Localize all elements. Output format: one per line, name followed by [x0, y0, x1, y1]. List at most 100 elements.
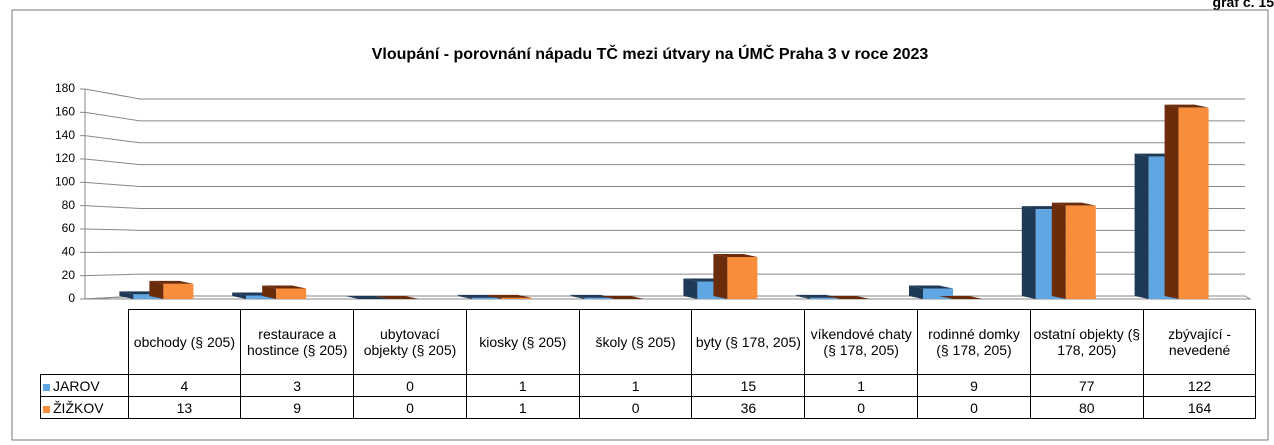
bar-side [1134, 153, 1149, 299]
value-cell: 9 [240, 396, 355, 419]
category-label: ubytovací objekty (§ 205) [353, 309, 467, 375]
y-tick-label: 140 [55, 128, 75, 142]
y-tick-label: 80 [62, 198, 76, 212]
bar-side [487, 294, 502, 299]
value-cell: 4 [127, 374, 242, 397]
category-label: kiosky (§ 205) [465, 309, 580, 375]
legend-key [43, 405, 50, 413]
bar-top [149, 280, 194, 284]
bar [262, 285, 307, 299]
bar [149, 280, 194, 299]
grid-line [84, 228, 1245, 231]
category-label: zbývající - nevedené [1142, 309, 1257, 375]
data-row: JAROV 4 3 0 1 1 15 1 9 77 122 [40, 374, 1257, 397]
bar-front [163, 283, 194, 299]
bar-front [133, 294, 164, 299]
value-cell: 9 [917, 374, 1031, 397]
grid-line [84, 111, 1245, 122]
grid-line [84, 205, 1245, 209]
value-cell: 13 [127, 396, 242, 419]
bar-side [713, 254, 728, 299]
y-tick-label: 160 [55, 105, 75, 119]
bar-side [796, 294, 811, 299]
value-cell: 1 [578, 374, 693, 397]
bar-front [276, 288, 307, 299]
category-label: byty (§ 178, 205) [691, 309, 806, 375]
bar-side [570, 294, 585, 299]
bar [909, 285, 953, 299]
y-tick-label: 60 [62, 221, 76, 235]
grid-line [84, 135, 1245, 144]
bar [570, 294, 615, 299]
bar-top [796, 294, 841, 298]
grid-line [84, 273, 1245, 277]
value-cell: 36 [691, 396, 806, 419]
bar-top [826, 296, 871, 299]
bar-top [600, 296, 645, 299]
bar [600, 296, 645, 299]
bar-front [727, 257, 758, 299]
grid-line [84, 158, 1245, 166]
bar-side [683, 278, 698, 299]
bar-top [262, 285, 307, 289]
bar-side [457, 294, 472, 299]
chart-title: Vloupání - porovnání nápadu TČ mezi útva… [372, 44, 929, 63]
y-tick-label: 40 [62, 245, 76, 259]
category-label: školy (§ 205) [578, 309, 693, 375]
chart-frame [11, 9, 1269, 441]
bar-front [471, 297, 502, 299]
data-table: obchody (§ 205) restaurace a hostince (§ … [40, 309, 1257, 419]
category-label: restaurace a hostince (§ 205) [240, 309, 355, 375]
bar-side [119, 291, 134, 299]
bar [345, 296, 389, 299]
bar-front [1178, 107, 1209, 300]
bar-side [909, 285, 923, 299]
bar-side [232, 292, 247, 299]
bar [375, 296, 419, 299]
bar-side [1021, 206, 1036, 299]
y-tick-label: 0 [68, 291, 75, 305]
bar [1164, 104, 1209, 300]
value-cell: 0 [353, 374, 467, 397]
bar-top [375, 296, 419, 299]
header-row: obchody (§ 205) restaurace a hostince (§ … [40, 309, 1257, 375]
bar-front [1065, 205, 1096, 299]
value-cell: 122 [1142, 374, 1257, 397]
corner-cell [40, 309, 129, 375]
category-label: víkendové chaty (§ 178, 205) [804, 309, 919, 375]
y-tick-label: 120 [55, 151, 75, 165]
bar-side [1051, 202, 1066, 299]
legend-cell: JAROV [40, 374, 129, 397]
bar-top [345, 296, 389, 299]
y-tick-label: 20 [62, 268, 76, 282]
bar [796, 294, 841, 299]
value-cell: 1 [465, 396, 580, 419]
data-row: ŽIŽKOV 13 9 0 1 0 36 0 0 80 164 [40, 396, 1257, 419]
bar-top [909, 285, 953, 289]
bar-top [1051, 202, 1096, 206]
grid-line [84, 181, 1245, 188]
bar-front [246, 295, 277, 299]
bar [826, 296, 871, 299]
y-tick-label: 100 [55, 175, 75, 189]
value-cell: 1 [465, 374, 580, 397]
value-cell: 0 [917, 396, 1031, 419]
value-cell: 0 [804, 396, 919, 419]
bar-top [713, 254, 758, 257]
bar [939, 296, 983, 299]
value-cell: 1 [804, 374, 919, 397]
value-cell: 164 [1142, 396, 1257, 419]
bar-front [923, 288, 953, 299]
value-cell: 15 [691, 374, 806, 397]
bar-side [1164, 104, 1179, 300]
bar-front [810, 297, 841, 299]
bar-side [149, 280, 164, 299]
value-cell: 80 [1029, 396, 1144, 419]
value-cell: 0 [578, 396, 693, 419]
bar [1051, 202, 1096, 299]
legend-label: JAROV [53, 377, 100, 394]
category-label: rodinné domky (§ 178, 205) [917, 309, 1031, 375]
grid-line [84, 88, 1245, 100]
